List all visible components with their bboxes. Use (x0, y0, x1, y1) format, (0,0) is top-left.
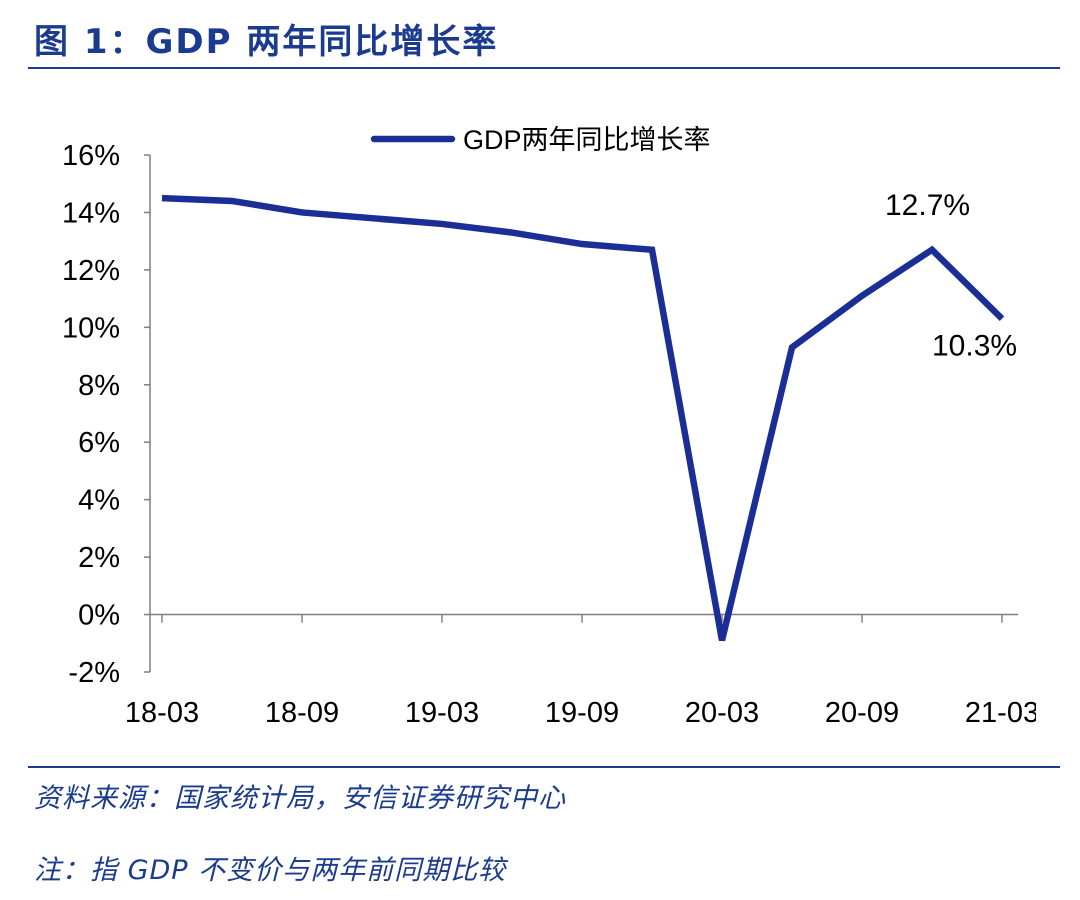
y-tick-label: 2% (78, 542, 120, 574)
data-label: 12.7% (885, 189, 970, 222)
y-tick-label: 16% (62, 140, 120, 172)
y-tick-label: 0% (78, 600, 120, 632)
x-tick-label: 21-03 (965, 697, 1039, 729)
source-rule (28, 766, 1060, 768)
data-label: 10.3% (932, 330, 1017, 363)
source-note: 资料来源：国家统计局，安信证券研究中心 (34, 783, 566, 814)
y-tick-label: 6% (78, 427, 120, 459)
x-tick-label: 18-09 (265, 697, 339, 729)
x-tick-label: 20-09 (825, 697, 899, 729)
y-tick-label: 12% (62, 255, 120, 287)
y-tick-label: 10% (62, 312, 120, 344)
legend-label: GDP两年同比增长率 (463, 125, 711, 155)
line-chart: -2% 0% 2% 4% 6% 8% 10% 12% 14% 16% 18-03 18-09 19-03… (62, 125, 1039, 729)
x-tick-label: 19-09 (545, 697, 619, 729)
y-tick-label: 4% (78, 485, 120, 517)
x-tick-label: 18-03 (125, 697, 199, 729)
y-tick-label: 8% (78, 370, 120, 402)
y-tick-label: 14% (62, 197, 120, 229)
x-tick-label: 19-03 (405, 697, 479, 729)
figure-title: 图 1：GDP 两年同比增长率 (34, 22, 499, 62)
title-rule (28, 67, 1060, 69)
footnote: 注：指 GDP 不变价与两年前同期比较 (34, 855, 507, 886)
series-line (161, 194, 1005, 642)
y-tick-label: -2% (68, 657, 120, 689)
x-tick-label: 20-03 (685, 697, 759, 729)
